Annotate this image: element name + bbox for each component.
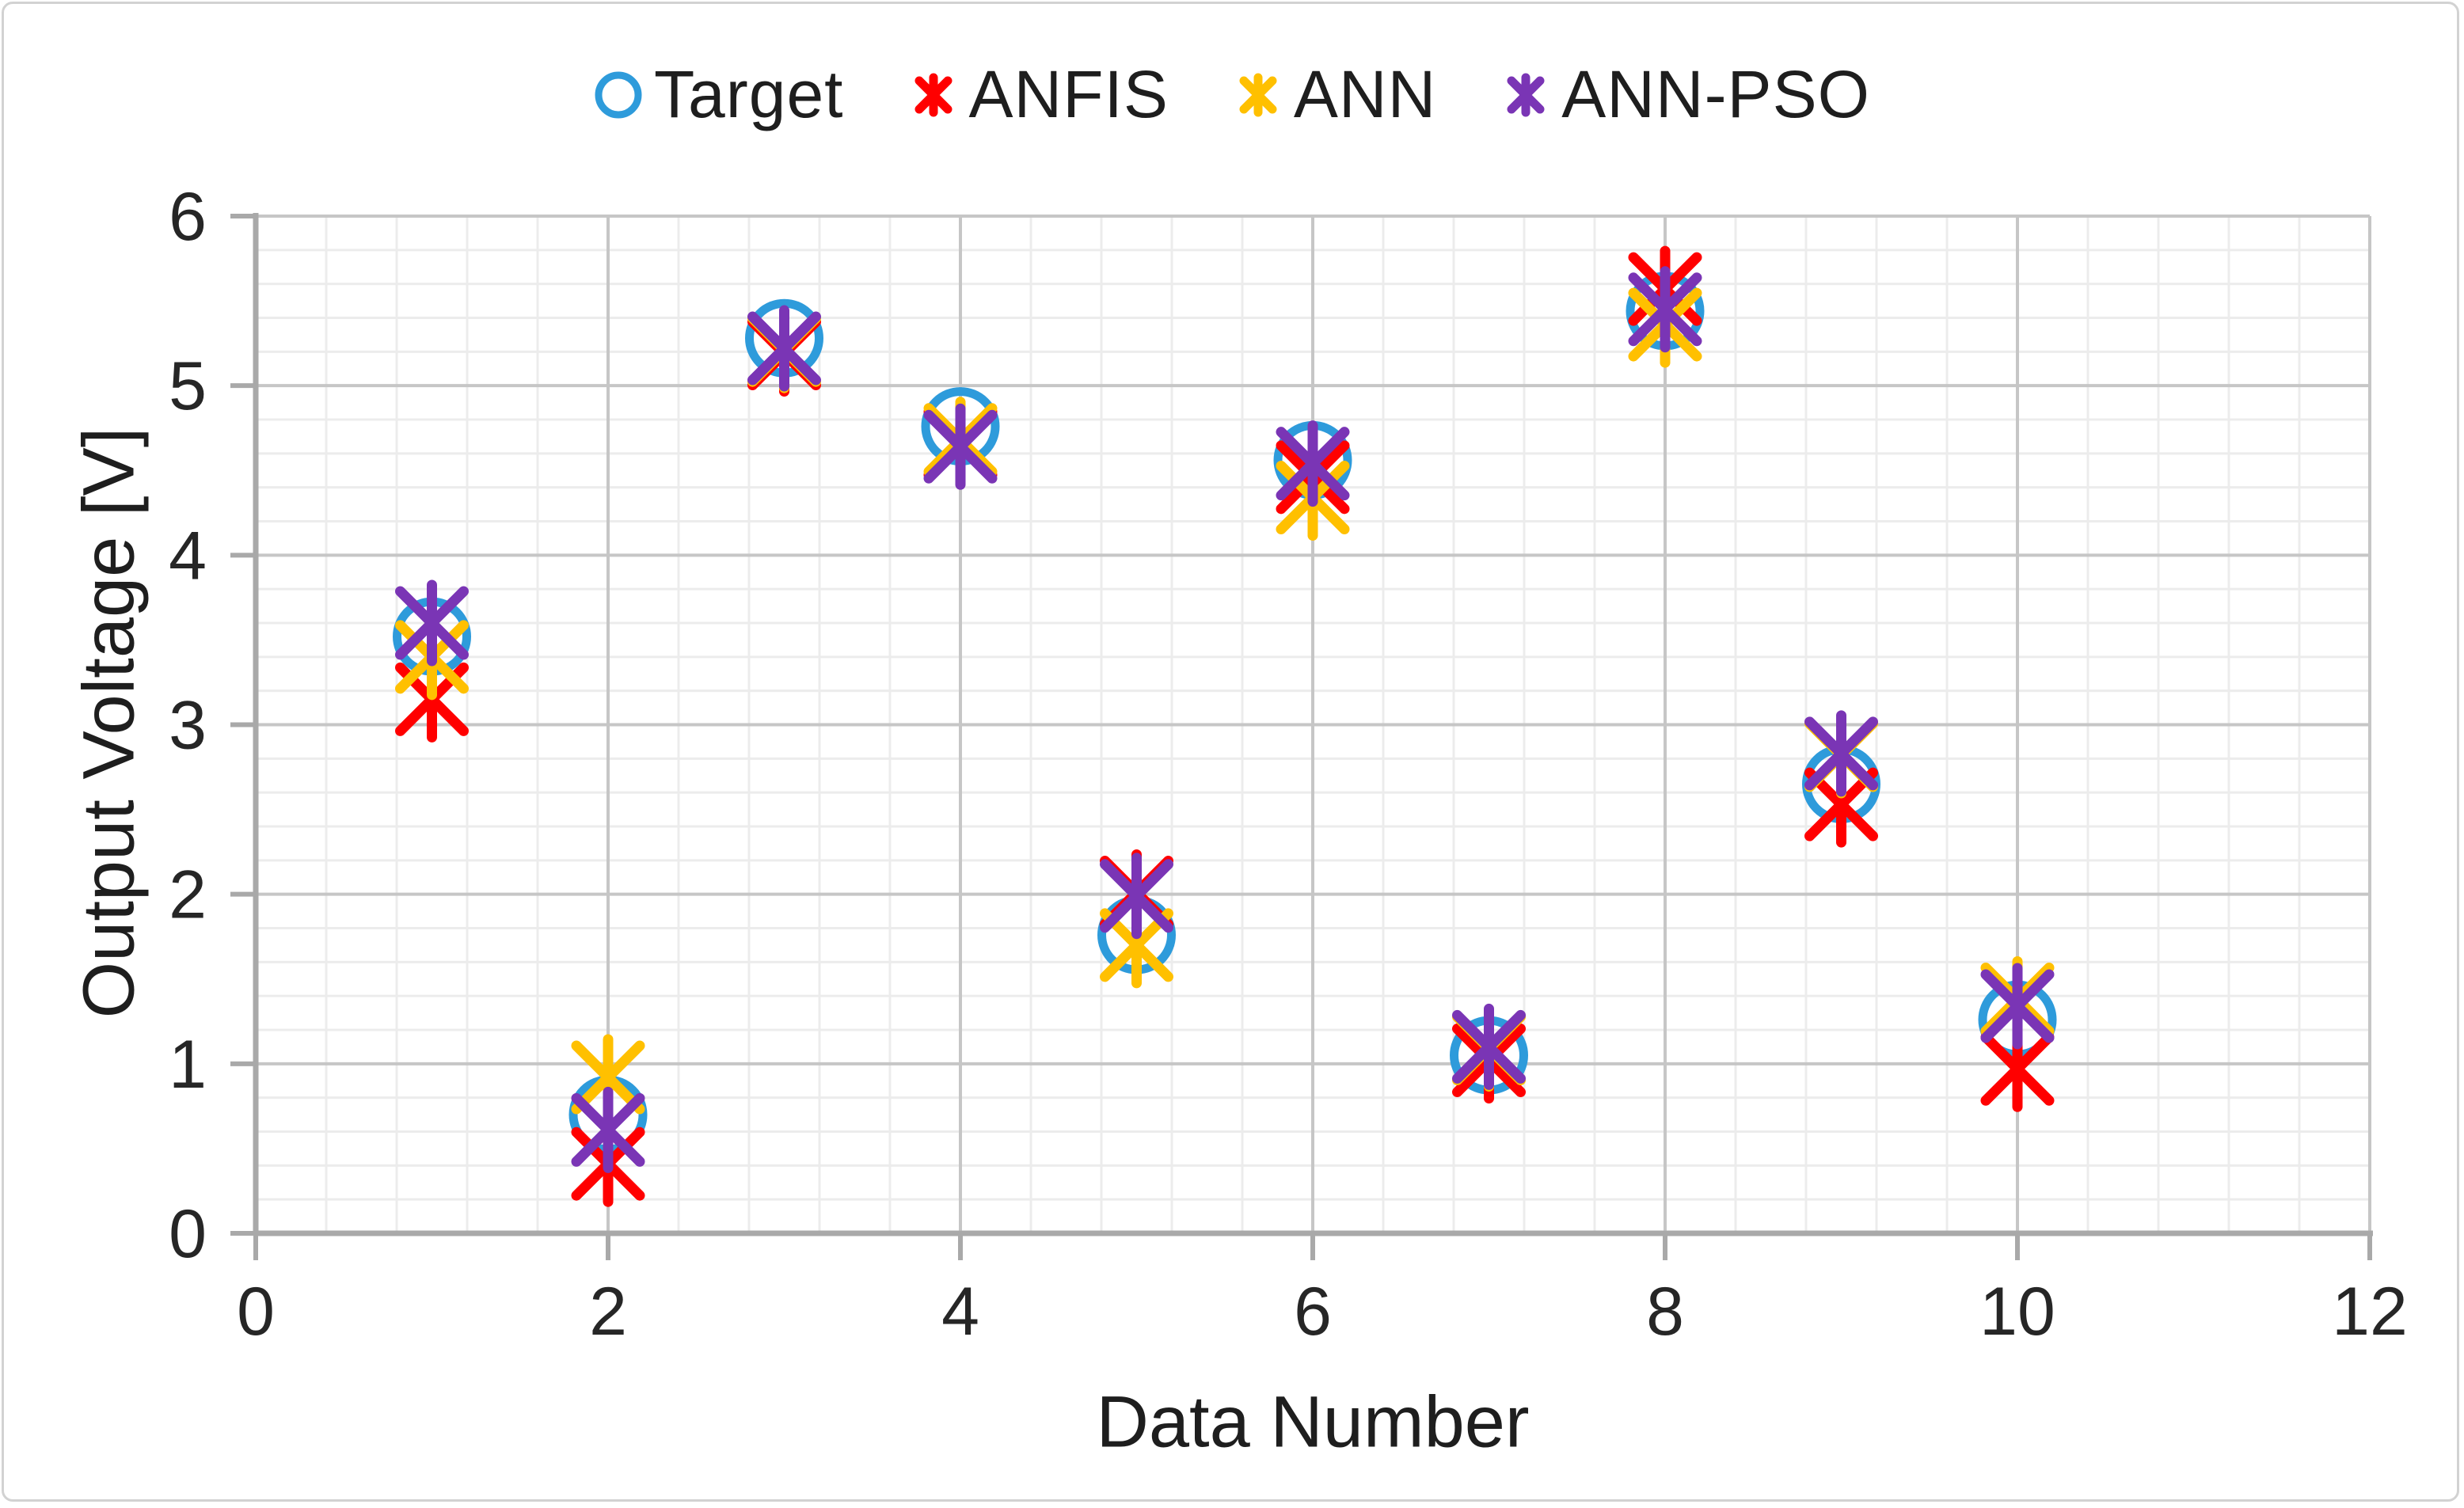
data-point-marker: [571, 1086, 645, 1173]
y-tick-label: 0: [169, 1196, 207, 1272]
series-ann-pso: [395, 266, 2055, 1173]
x-tick-label: 4: [941, 1274, 979, 1350]
x-tick-label: 2: [589, 1274, 627, 1350]
chart-legend: Target ANFIS ANN ANN-PSO: [4, 56, 2457, 133]
legend-item-anfis: ANFIS: [906, 56, 1169, 133]
axes: [230, 213, 2373, 1260]
data-point-marker: [1452, 1003, 1526, 1090]
data-point-marker: [1628, 266, 1702, 353]
y-tick-label: 5: [169, 348, 207, 424]
series-ann: [395, 281, 2055, 1121]
x-tick-label: 12: [2332, 1274, 2408, 1350]
legend-label-target: Target: [654, 57, 844, 131]
ann-asterisk-marker-icon: [1239, 73, 1277, 116]
data-point-marker: [1100, 853, 1173, 940]
target-circle-marker-icon: [595, 71, 642, 118]
legend-label-ann: ANN: [1293, 57, 1437, 131]
x-tick-label: 10: [1979, 1274, 2055, 1350]
data-point-marker: [1980, 963, 2055, 1050]
x-tick-label: 8: [1646, 1274, 1684, 1350]
data-point-marker: [1804, 710, 1878, 797]
legend-item-ann: ANN: [1230, 56, 1436, 133]
y-tick-label: 1: [169, 1027, 207, 1103]
data-point-marker: [747, 305, 821, 392]
x-axis-title: Data Number: [1096, 1381, 1530, 1463]
legend-label-anfis: ANFIS: [968, 57, 1169, 131]
data-point-marker: [1276, 420, 1350, 507]
y-tick-label: 2: [169, 857, 207, 933]
data-point-marker: [923, 403, 998, 490]
major-gridlines: [256, 215, 2371, 1233]
legend-item-target: Target: [591, 56, 843, 133]
ann-pso-asterisk-marker-icon: [1507, 73, 1545, 116]
y-tick-label: 6: [169, 179, 207, 255]
y-tick-label: 3: [169, 688, 207, 764]
anfis-asterisk-marker-icon: [914, 73, 952, 116]
series-target: [393, 272, 2057, 1154]
series-anfis: [395, 245, 2055, 1207]
legend-label-ann-pso: ANN-PSO: [1561, 57, 1870, 131]
y-tick-label: 4: [169, 518, 207, 594]
legend-item-ann-pso: ANN-PSO: [1498, 56, 1870, 133]
x-tick-label: 0: [237, 1274, 275, 1350]
y-axis-title: Output Voltage [V]: [68, 427, 150, 1019]
data-point-marker: [395, 579, 469, 667]
x-tick-label: 6: [1294, 1274, 1332, 1350]
